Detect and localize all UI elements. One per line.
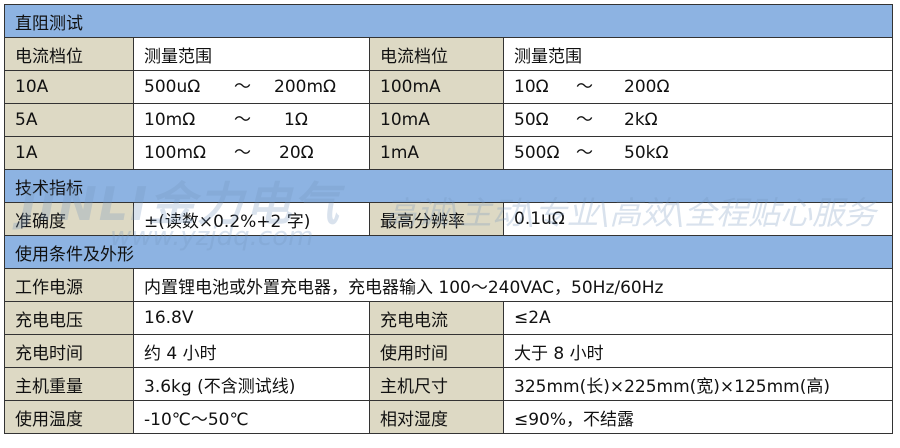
condition-label: 相对湿度 (369, 400, 504, 434)
condition-label: 主机尺寸 (369, 367, 504, 401)
table-row: 1A 100mΩ ～ 20Ω 1mA 500Ω ～ 50kΩ (4, 136, 893, 170)
condition-value: 约 4 小时 (133, 334, 370, 368)
current-range: 10mA (369, 103, 504, 137)
condition-value: 325mm(长)×225mm(宽)×125mm(高) (503, 367, 893, 401)
resolution-value: 0.1uΩ (503, 202, 893, 236)
table-row: 准确度 ±(读数×0.2%+2 字) 最高分辨率 0.1uΩ (4, 202, 893, 236)
power-label: 工作电源 (4, 268, 134, 302)
table-row: 充电时间 约 4 小时 使用时间 大于 8 小时 (4, 334, 893, 368)
range-min: 10mΩ (144, 110, 196, 130)
table-row: 5A 10mΩ ～ 1Ω 10mA 50Ω ～ 2kΩ (4, 103, 893, 137)
condition-label: 主机重量 (4, 367, 134, 401)
table-row: 主机重量 3.6kg (不含测试线) 主机尺寸 325mm(长)×225mm(宽… (4, 367, 893, 401)
range-min: 500uΩ (144, 77, 201, 97)
condition-label: 充电电压 (4, 301, 134, 335)
power-value: 内置锂电池或外置充电器，充电器输入 100～240VAC，50Hz/60Hz (133, 268, 893, 302)
range-max: 20Ω (279, 143, 314, 163)
range-max: 1Ω (284, 110, 308, 130)
current-range: 1mA (369, 136, 504, 170)
table-row: 充电电压 16.8V 充电电流 ≤2A (4, 301, 893, 335)
resolution-label: 最高分辨率 (369, 202, 504, 236)
range-min: 50Ω (514, 110, 549, 130)
current-range: 10A (4, 70, 134, 104)
condition-label: 使用温度 (4, 400, 134, 434)
range-sep: ～ (234, 110, 251, 130)
range-sep: ～ (234, 77, 251, 97)
condition-label: 充电时间 (4, 334, 134, 368)
table-row: 10A 500uΩ ～ 200mΩ 100mA 10Ω ～ 200Ω (4, 70, 893, 104)
header-measure-range: 测量范围 (133, 37, 370, 71)
range-max: 2kΩ (624, 110, 658, 130)
range-sep: ～ (576, 110, 593, 130)
condition-label: 充电电流 (369, 301, 504, 335)
accuracy-label: 准确度 (4, 202, 134, 236)
condition-value: ≤90%，不结露 (503, 400, 893, 434)
range-sep: ～ (234, 143, 251, 163)
condition-label: 使用时间 (369, 334, 504, 368)
condition-value: 3.6kg (不含测试线) (133, 367, 370, 401)
condition-value: 大于 8 小时 (503, 334, 893, 368)
section-conditions: 使用条件及外形 (4, 235, 893, 269)
range-max: 50kΩ (624, 143, 669, 163)
condition-value: 16.8V (133, 301, 370, 335)
range-min: 10Ω (514, 77, 549, 97)
accuracy-value: ±(读数×0.2%+2 字) (133, 202, 370, 236)
spec-table: 直阻测试 电流档位 测量范围 电流档位 测量范围 10A 500uΩ ～ 200mΩ… (4, 4, 893, 434)
table-row: 工作电源 内置锂电池或外置充电器，充电器输入 100～240VAC，50Hz/6… (4, 268, 893, 302)
section-specs: 技术指标 (4, 169, 893, 203)
header-measure-range: 测量范围 (503, 37, 893, 71)
current-range: 5A (4, 103, 134, 137)
range-sep: ～ (576, 143, 593, 163)
range-sep: ～ (576, 77, 593, 97)
current-range: 1A (4, 136, 134, 170)
condition-value: -10℃～50℃ (133, 400, 370, 434)
condition-value: ≤2A (503, 301, 893, 335)
range-min: 500Ω (514, 143, 560, 163)
section-dc-resistance: 直阻测试 (4, 4, 893, 38)
range-min: 100mΩ (144, 143, 206, 163)
range-max: 200Ω (624, 77, 670, 97)
table-row: 使用温度 -10℃～50℃ 相对湿度 ≤90%，不结露 (4, 400, 893, 434)
header-current-range: 电流档位 (369, 37, 504, 71)
range-max: 200mΩ (274, 77, 336, 97)
current-range: 100mA (369, 70, 504, 104)
header-current-range: 电流档位 (4, 37, 134, 71)
